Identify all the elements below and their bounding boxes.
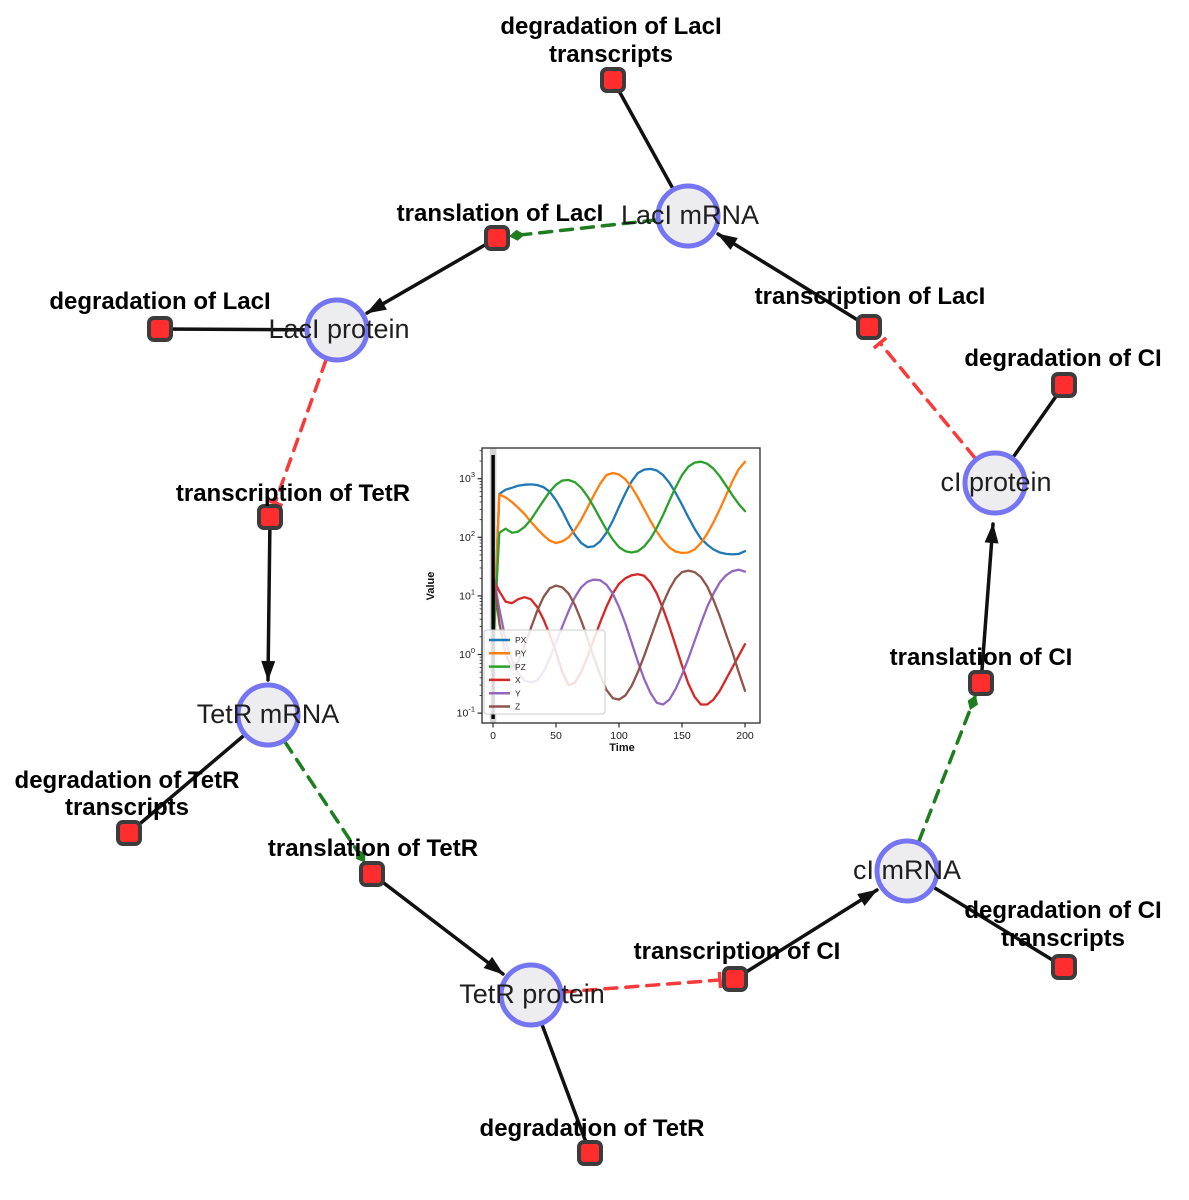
species-label: LacI protein <box>268 314 409 344</box>
reaction-label: translation of CI <box>890 644 1073 671</box>
series-Z <box>491 569 747 701</box>
reaction-degradation-of-ci-transcripts: degradation of CI transcripts <box>964 897 1162 980</box>
legend-label-Y: Y <box>515 688 521 698</box>
x-tick-label: 200 <box>736 730 754 742</box>
reaction-degradation-of-laci-transcripts: degradation of LacI transcripts <box>500 13 722 93</box>
edge-ci-protein-inhibits-transcription-laci <box>872 336 977 460</box>
reaction-transcription-of-ci: transcription of CI <box>634 938 841 992</box>
series-PY <box>491 460 747 656</box>
species-tetr-mrna: TetR mRNA <box>197 682 340 748</box>
species-label: cI mRNA <box>853 855 961 885</box>
reaction-nodes: degradation of LacI transcripts translat… <box>15 13 1162 1166</box>
reaction-label: degradation of CI <box>964 345 1161 372</box>
reaction-translation-of-tetr: translation of TetR <box>268 835 478 887</box>
legend: PX PY PZ XYZ <box>483 629 606 715</box>
species-nodes: LacI mRNA LacI protein cI protein TetR m… <box>197 183 1052 1028</box>
reaction-label: translation of LacI <box>397 200 604 227</box>
reaction-translation-of-laci: translation of LacI <box>397 200 604 251</box>
edge-laci-protein-inhibits-transcription-tetr <box>266 358 328 508</box>
reaction-square <box>147 316 173 342</box>
species-circle <box>655 183 721 249</box>
reaction-degradation-of-tetr: degradation of TetR <box>480 1115 705 1166</box>
reaction-square <box>722 966 748 992</box>
species-circle <box>874 838 940 904</box>
species-tetr-protein: TetR protein <box>459 962 605 1028</box>
reaction-degradation-of-tetr-transcripts: degradation of TetR transcripts <box>15 767 240 846</box>
series-X <box>491 573 747 706</box>
reaction-square <box>257 504 283 530</box>
axes-box <box>481 447 761 724</box>
series-PZ <box>491 460 747 656</box>
reaction-transcription-of-tetr: transcription of TetR <box>176 480 410 530</box>
reaction-label: transcripts <box>65 794 189 821</box>
reaction-label: degradation of LacI <box>500 13 721 40</box>
edge-ci-mrna-catalyzes-translation <box>917 695 978 843</box>
x-tick-label: 50 <box>550 730 562 742</box>
species-laci-mrna: LacI mRNA <box>621 183 759 249</box>
reaction-square <box>116 820 142 846</box>
reaction-label: degradation of LacI <box>49 288 270 315</box>
reaction-label: transcription of TetR <box>176 480 410 507</box>
legend-box <box>483 629 606 715</box>
edge-translation-laci-to-laci-protein <box>365 236 499 315</box>
reaction-label: transcription of CI <box>634 938 841 965</box>
reaction-square <box>484 225 510 251</box>
species-circle <box>498 962 564 1028</box>
reaction-label: degradation of TetR <box>15 767 240 794</box>
legend-label-PZ: PZ <box>515 662 526 672</box>
reaction-square <box>1051 954 1077 980</box>
edge-transcription-ci-to-ci-mrna <box>733 888 879 981</box>
species-label: TetR protein <box>459 979 605 1009</box>
reaction-degradation-of-laci: degradation of LacI <box>49 288 271 342</box>
x-tick-label: 100 <box>610 730 628 742</box>
reaction-square <box>968 670 994 696</box>
species-ci-protein: cI protein <box>940 450 1052 516</box>
reaction-transcription-of-laci: transcription of LacI <box>755 283 986 340</box>
species-laci-protein: LacI protein <box>268 297 410 363</box>
edge-tetr-protein-inhibits-transcription-ci <box>561 971 723 994</box>
reaction-degradation-of-ci: degradation of CI <box>964 345 1162 398</box>
edge-laci-mrna-catalyzes-translation <box>509 218 658 241</box>
legend-label-Z: Z <box>515 702 520 712</box>
reaction-square <box>359 861 385 887</box>
reaction-translation-of-ci: translation of CI <box>890 644 1073 696</box>
species-circle <box>304 297 370 363</box>
edge-transcription-laci-to-laci-mrna <box>716 232 871 329</box>
y-axis-label: Value <box>425 572 437 601</box>
x-tick-label: 150 <box>673 730 691 742</box>
edges <box>127 78 1066 1155</box>
x-tick-label: 0 <box>490 730 496 742</box>
edge-translation-ci-to-ci-protein <box>979 522 999 685</box>
reaction-label: transcripts <box>549 41 673 68</box>
edge-tetr-mrna-catalyzes-translation <box>283 740 366 863</box>
species-ci-mrna: cI mRNA <box>853 838 961 904</box>
species-label: cI protein <box>940 467 1051 497</box>
reaction-square <box>600 67 626 93</box>
reaction-square <box>577 1140 603 1166</box>
legend-label-PY: PY <box>515 649 527 659</box>
x-axis-label: Time <box>609 742 634 754</box>
species-label: TetR mRNA <box>197 699 340 729</box>
species-label: LacI mRNA <box>621 200 759 230</box>
reaction-label: transcription of LacI <box>755 283 986 310</box>
edge-transcription-tetr-to-tetr-mrna <box>261 515 276 682</box>
legend-label-PX: PX <box>515 635 527 645</box>
species-circle <box>235 682 301 748</box>
reaction-label: transcripts <box>1001 925 1125 952</box>
species-circle <box>962 450 1028 516</box>
legend-label-X: X <box>515 675 521 685</box>
reaction-label: degradation of TetR <box>480 1115 705 1142</box>
reaction-square <box>1051 372 1077 398</box>
edge-translation-tetr-to-tetr-protein <box>370 872 505 976</box>
reaction-label: degradation of CI <box>964 897 1161 924</box>
reaction-label: translation of TetR <box>268 835 478 862</box>
reaction-square <box>856 314 882 340</box>
